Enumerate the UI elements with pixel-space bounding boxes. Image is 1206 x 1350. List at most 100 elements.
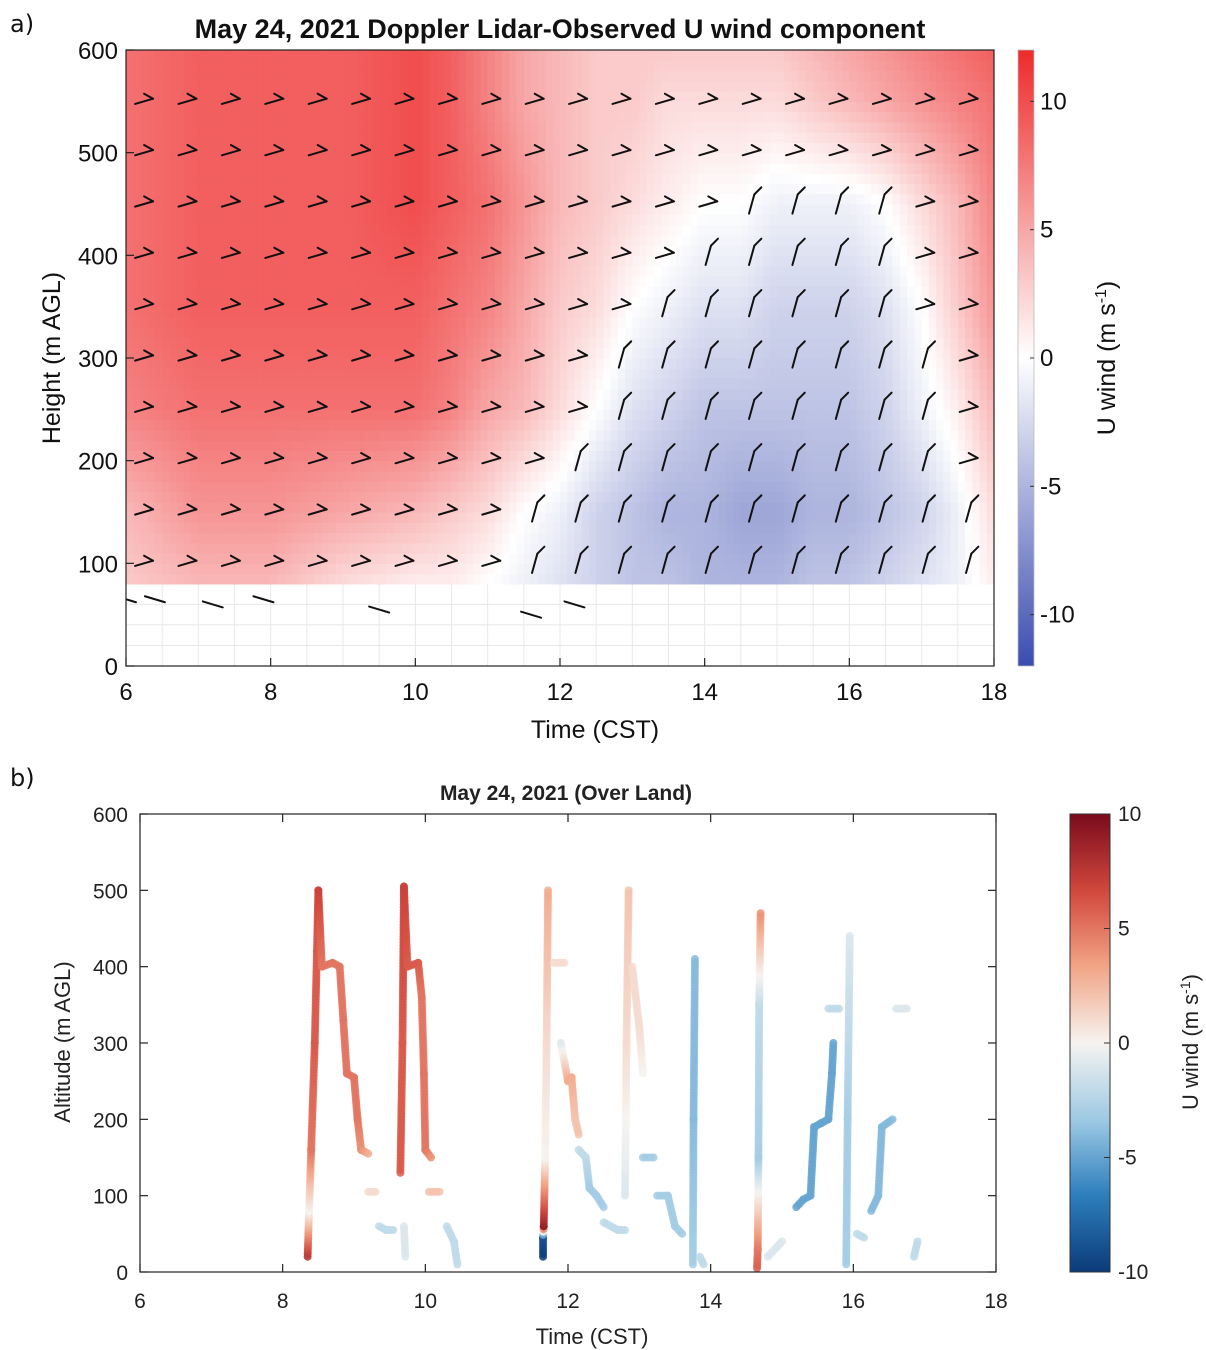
heatmap-cell bbox=[444, 573, 453, 585]
heatmap-cell bbox=[234, 121, 243, 133]
heatmap-cell bbox=[198, 70, 207, 82]
heatmap-cell bbox=[176, 306, 185, 318]
heatmap-cell bbox=[791, 121, 800, 133]
heatmap-cell bbox=[704, 296, 713, 308]
heatmap-cell bbox=[465, 542, 474, 554]
heatmap-cell bbox=[343, 440, 351, 451]
heatmap-cell bbox=[494, 214, 503, 226]
heatmap-cell bbox=[690, 542, 699, 554]
heatmap-cell bbox=[675, 368, 684, 380]
heatmap-cell bbox=[704, 91, 713, 102]
heatmap-cell bbox=[147, 275, 156, 287]
heatmap-cell bbox=[603, 193, 612, 205]
heatmap-cell bbox=[314, 265, 322, 277]
heatmap-cell bbox=[176, 460, 185, 472]
heatmap-cell bbox=[560, 80, 568, 92]
heatmap-cell bbox=[429, 522, 438, 534]
heatmap-cell bbox=[437, 573, 445, 585]
heatmap-cell bbox=[545, 368, 554, 380]
heatmap-cell bbox=[697, 286, 706, 297]
heatmap-cell bbox=[234, 522, 243, 534]
heatmap-cell bbox=[292, 142, 301, 154]
heatmap-cell bbox=[386, 378, 395, 390]
heatmap-cell bbox=[639, 501, 648, 513]
heatmap-cell bbox=[690, 388, 699, 400]
heatmap-cell bbox=[502, 419, 510, 431]
heatmap-cell bbox=[509, 573, 518, 585]
heatmap-cell bbox=[538, 470, 547, 482]
heatmap-cell bbox=[711, 296, 720, 308]
heatmap-cell bbox=[682, 152, 691, 164]
heatmap-cell bbox=[487, 70, 496, 82]
heatmap-cell bbox=[465, 460, 474, 472]
heatmap-cell bbox=[285, 450, 293, 462]
heatmap-cell bbox=[335, 60, 344, 72]
heatmap-cell bbox=[205, 337, 214, 349]
heatmap-cell bbox=[350, 142, 359, 154]
heatmap-cell bbox=[798, 327, 807, 339]
heatmap-cell bbox=[364, 224, 373, 236]
heatmap-cell bbox=[567, 553, 576, 564]
heatmap-cell bbox=[422, 60, 431, 72]
heatmap-cell bbox=[183, 429, 192, 441]
heatmap-cell bbox=[560, 255, 568, 267]
heatmap-cell bbox=[270, 204, 279, 215]
heatmap-cell bbox=[516, 470, 525, 482]
heatmap-cell bbox=[227, 327, 236, 339]
heatmap-cell bbox=[740, 91, 749, 102]
heatmap-cell bbox=[429, 306, 438, 318]
heatmap-cell bbox=[733, 214, 742, 226]
heatmap-cell bbox=[393, 306, 402, 318]
heatmap-cell bbox=[733, 327, 742, 339]
heatmap-cell bbox=[596, 347, 604, 359]
heatmap-cell bbox=[451, 368, 460, 380]
heatmap-cell bbox=[292, 491, 301, 503]
heatmap-cell bbox=[183, 101, 192, 113]
heatmap-cell bbox=[393, 234, 402, 246]
heatmap-cell bbox=[639, 142, 648, 154]
heatmap-cell bbox=[371, 50, 380, 61]
heatmap-cell bbox=[813, 347, 821, 359]
heatmap-cell bbox=[299, 142, 308, 154]
heatmap-cell bbox=[248, 460, 257, 472]
heatmap-cell bbox=[386, 409, 395, 421]
heatmap-cell bbox=[560, 173, 568, 185]
heatmap-cell bbox=[726, 522, 735, 534]
heatmap-cell bbox=[711, 460, 720, 472]
heatmap-cell bbox=[162, 512, 170, 523]
heatmap-cell bbox=[140, 399, 149, 410]
heatmap-cell bbox=[227, 306, 236, 318]
heatmap-cell bbox=[306, 265, 315, 277]
heatmap-cell bbox=[321, 173, 330, 185]
heatmap-cell bbox=[408, 368, 416, 380]
heatmap-cell bbox=[805, 183, 814, 195]
heatmap-cell bbox=[357, 152, 366, 164]
heatmap-cell bbox=[798, 275, 807, 287]
heatmap-cell bbox=[581, 193, 590, 205]
heatmap-cell bbox=[581, 460, 590, 472]
heatmap-cell bbox=[379, 563, 387, 575]
heatmap-cell bbox=[379, 470, 387, 482]
heatmap-cell bbox=[502, 224, 510, 236]
heatmap-cell bbox=[697, 542, 706, 554]
heatmap-cell bbox=[596, 162, 604, 174]
heatmap-cell bbox=[176, 101, 185, 113]
heatmap-cell bbox=[328, 542, 337, 554]
heatmap-cell bbox=[335, 563, 344, 575]
heatmap-cell bbox=[748, 358, 756, 369]
heatmap-cell bbox=[140, 542, 149, 554]
heatmap-cell bbox=[675, 522, 684, 534]
heatmap-cell bbox=[531, 214, 539, 226]
heatmap-cell bbox=[552, 224, 561, 236]
heatmap-cell bbox=[625, 327, 633, 339]
heatmap-cell bbox=[552, 183, 561, 195]
heatmap-cell bbox=[639, 173, 648, 185]
heatmap-cell bbox=[270, 132, 279, 143]
heatmap-cell bbox=[661, 573, 670, 585]
heatmap-cell bbox=[784, 101, 793, 113]
heatmap-cell bbox=[371, 224, 380, 236]
heatmap-cell bbox=[458, 512, 467, 523]
heatmap-cell bbox=[632, 481, 641, 493]
heatmap-cell bbox=[523, 347, 532, 359]
heatmap-cell bbox=[574, 378, 583, 390]
